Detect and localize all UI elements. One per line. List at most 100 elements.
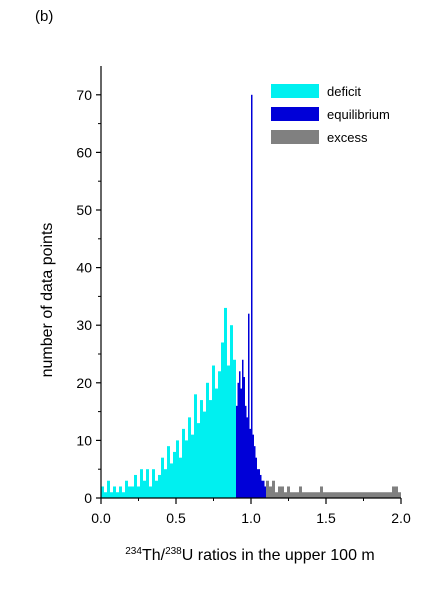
- deficit-bar: [182, 428, 185, 498]
- deficit-bar: [116, 492, 119, 498]
- x-axis-label: 234Th/238U ratios in the upper 100 m: [125, 546, 375, 564]
- deficit-bar: [104, 492, 107, 498]
- y-tick-label: 10: [76, 432, 92, 448]
- deficit-bar: [203, 411, 206, 498]
- deficit-bar: [218, 371, 221, 498]
- excess-bar: [362, 492, 368, 498]
- x-label-rest: U ratios in the upper 100 m: [182, 547, 375, 564]
- equilibrium-bar: [242, 359, 244, 498]
- deficit-bar: [227, 365, 230, 498]
- deficit-bar: [101, 486, 104, 498]
- deficit-bar: [185, 440, 188, 498]
- legend-swatch-equilibrium: [271, 107, 319, 121]
- deficit-bar: [146, 469, 149, 498]
- excess-bar: [323, 492, 326, 498]
- deficit-bar: [113, 486, 116, 498]
- deficit-bar: [152, 469, 155, 498]
- excess-bar: [314, 492, 317, 498]
- excess-bar: [308, 492, 311, 498]
- excess-bar: [269, 486, 272, 498]
- deficit-bar: [134, 474, 137, 498]
- y-tick-label: 60: [76, 144, 92, 160]
- x-label-sup-2: 238: [165, 546, 182, 557]
- equilibrium-bar: [237, 382, 239, 498]
- equilibrium-bar: [251, 94, 253, 499]
- deficit-bar: [197, 423, 200, 498]
- deficit-bar: [131, 486, 134, 498]
- deficit-bar: [170, 463, 173, 498]
- excess-bar: [311, 492, 314, 498]
- excess-bar: [296, 492, 299, 498]
- equilibrium-bar: [264, 486, 266, 498]
- excess-bar: [374, 492, 380, 498]
- excess-bar: [317, 492, 320, 498]
- equilibrium-bar: [260, 474, 262, 498]
- deficit-bar: [155, 480, 158, 498]
- x-tick-label: 2.0: [391, 510, 411, 526]
- excess-bar: [386, 492, 392, 498]
- excess-bar: [287, 486, 290, 498]
- deficit-bar: [206, 382, 209, 498]
- x-tick-label: 0.5: [166, 510, 186, 526]
- equilibrium-bar: [255, 457, 257, 498]
- y-tick-label: 40: [76, 260, 92, 276]
- deficit-bar: [209, 400, 212, 498]
- deficit-bar: [224, 307, 227, 498]
- deficit-bar: [119, 486, 122, 498]
- y-tick-label: 20: [76, 375, 92, 391]
- excess-bar: [302, 492, 305, 498]
- x-tick-label: 1.0: [241, 510, 261, 526]
- deficit-bar: [230, 325, 233, 498]
- deficit-bar: [194, 394, 197, 498]
- excess-bar: [398, 492, 401, 498]
- excess-bar: [329, 492, 332, 498]
- deficit-bar: [149, 486, 152, 498]
- excess-bar: [356, 492, 362, 498]
- deficit-bar: [233, 359, 236, 498]
- equilibrium-bar: [240, 388, 242, 498]
- deficit-bar: [143, 480, 146, 498]
- equilibrium-bar: [239, 371, 241, 498]
- y-tick-label: 0: [84, 490, 92, 506]
- equilibrium-bar: [263, 480, 265, 498]
- excess-bar: [284, 492, 287, 498]
- excess-bar: [326, 492, 329, 498]
- deficit-bar: [188, 417, 191, 498]
- excess-bar: [335, 492, 338, 498]
- deficit-bar: [173, 451, 176, 498]
- deficit-bar: [221, 342, 224, 498]
- excess-bar: [275, 492, 278, 498]
- deficit-bar: [158, 474, 161, 498]
- excess-bar: [344, 492, 350, 498]
- equilibrium-bar: [261, 480, 263, 498]
- deficit-bar: [128, 486, 131, 498]
- excess-bar: [272, 480, 275, 498]
- excess-bar: [290, 492, 293, 498]
- deficit-bar: [212, 365, 215, 498]
- deficit-bar: [167, 446, 170, 498]
- deficit-bar: [140, 469, 143, 498]
- deficit-bar: [110, 492, 113, 498]
- deficit-bar: [215, 388, 218, 498]
- excess-bar: [266, 480, 269, 498]
- x-tick-label: 0.0: [91, 510, 111, 526]
- equilibrium-bar: [254, 446, 256, 498]
- deficit-bar: [179, 457, 182, 498]
- excess-bar: [299, 486, 302, 498]
- deficit-bar: [125, 480, 128, 498]
- x-tick-label: 1.5: [316, 510, 336, 526]
- deficit-bar: [122, 492, 125, 498]
- y-tick-label: 70: [76, 87, 92, 103]
- legend-swatch-deficit: [271, 84, 319, 98]
- legend: deficit equilibrium excess: [271, 84, 390, 145]
- excess-bar: [368, 492, 374, 498]
- panel-label: (b): [35, 8, 54, 25]
- equilibrium-bar: [236, 405, 238, 498]
- deficit-bar: [161, 457, 164, 498]
- y-tick-label: 30: [76, 317, 92, 333]
- excess-bar: [278, 486, 281, 498]
- x-label-element-1: Th/: [142, 547, 166, 564]
- excess-bar: [350, 492, 356, 498]
